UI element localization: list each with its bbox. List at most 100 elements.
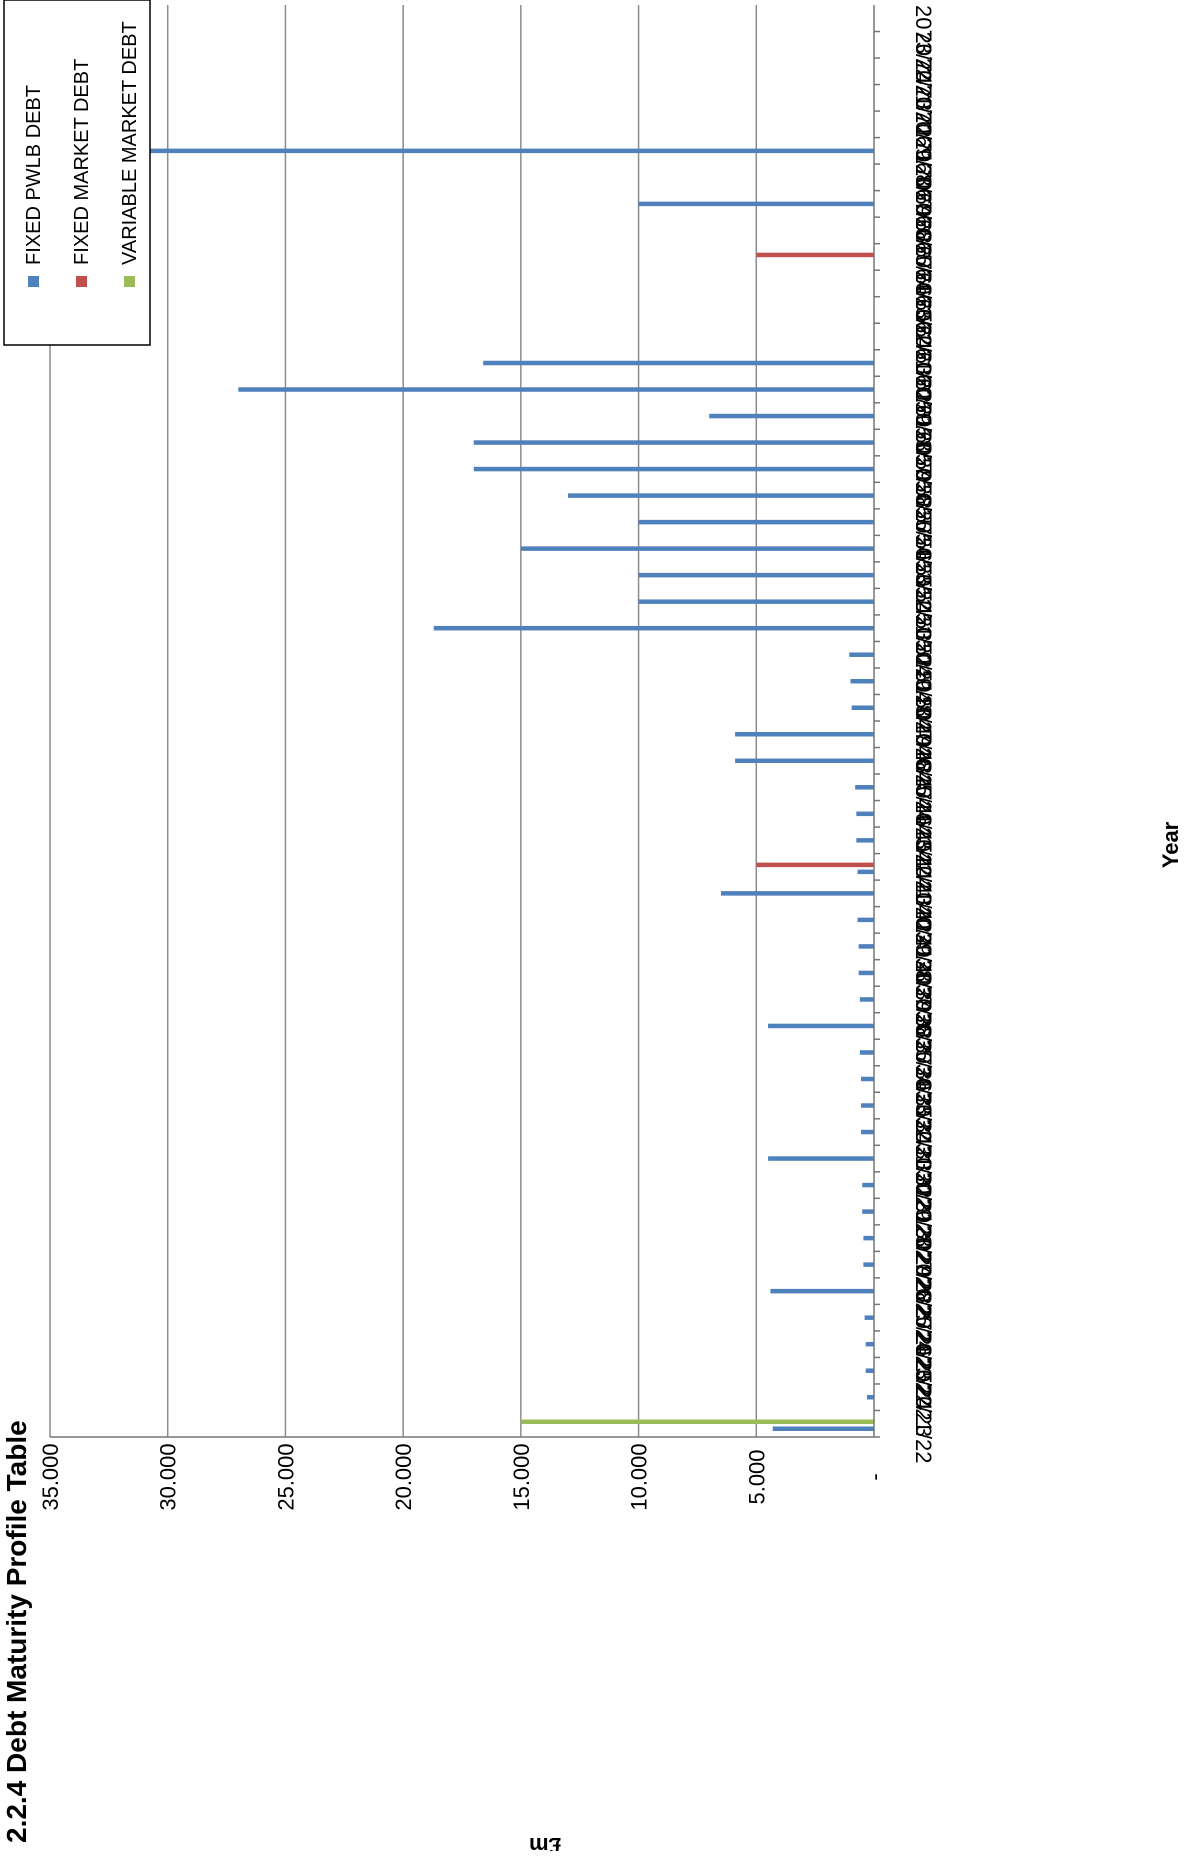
x-tick-label: 2060/61	[911, 350, 936, 430]
bar	[850, 678, 875, 684]
x-tick-label: 2038/39	[911, 933, 936, 1013]
axis-labels: - 5.000 10.000 15.000 20.000 25.000 30.000 35.0…	[38, 5, 936, 1511]
bar	[857, 917, 875, 923]
x-tick-label: 2036/37	[911, 986, 936, 1066]
x-tick-label: 2072/73	[911, 32, 936, 112]
x-tick-label: 2059/60	[911, 376, 936, 456]
bars	[144, 148, 875, 1431]
x-tick-label: 2070/71	[911, 85, 936, 165]
bar	[858, 970, 875, 976]
bar	[864, 1315, 875, 1320]
y-axis-title: £m	[529, 1833, 561, 1851]
bar	[865, 1368, 875, 1373]
bar	[638, 599, 874, 604]
y-tick-label: 15.000	[509, 1443, 534, 1510]
bar	[473, 440, 874, 445]
x-tick-label: 2061/62	[911, 323, 936, 403]
x-tick-label: 2069/70	[911, 111, 936, 191]
bar	[857, 869, 875, 875]
x-tick-label: 2073/74	[911, 5, 936, 85]
x-tick-label: 2040/41	[911, 880, 936, 960]
x-tick-label: 2066/67	[911, 191, 936, 271]
y-tick-label: 5.000	[744, 1449, 769, 1504]
x-tick-label: 2043/44	[911, 801, 936, 881]
bar	[473, 466, 874, 472]
x-tick-label: 2064/65	[911, 244, 936, 324]
bar	[861, 1103, 875, 1108]
bar	[520, 1419, 874, 1424]
x-tick-label: 2041/42	[911, 854, 936, 934]
bar	[768, 1156, 874, 1161]
bar	[520, 546, 874, 551]
bar	[720, 891, 874, 896]
y-tick-label: -	[862, 1473, 887, 1480]
bar	[756, 252, 874, 258]
x-tick-label: 2057/58	[911, 429, 936, 509]
legend-swatch	[124, 276, 135, 287]
y-tick-label: 30.000	[156, 1443, 181, 1510]
x-tick-label: 2052/53	[911, 562, 936, 642]
x-tick-label: 2039/40	[911, 907, 936, 987]
x-tick-label: 2030/31	[911, 1145, 936, 1225]
x-tick-label: 2046/47	[911, 721, 936, 801]
x-tick-label: 2029/30	[911, 1172, 936, 1252]
y-tick-label: 20.000	[391, 1443, 416, 1510]
bar	[861, 1076, 875, 1082]
bar	[865, 1341, 875, 1347]
bar	[144, 148, 874, 154]
x-tick-label: 2032/33	[911, 1092, 936, 1172]
x-tick-label: 2034/35	[911, 1039, 936, 1119]
legend-label: VARIABLE MARKET DEBT	[119, 21, 141, 265]
bar	[866, 1394, 874, 1400]
x-tick-label: 2053/54	[911, 535, 936, 615]
bar	[856, 838, 874, 843]
x-tick-label: 2021/22	[911, 1384, 936, 1464]
y-tick-label: 35.000	[38, 1443, 63, 1510]
x-tick-label: 2031/32	[911, 1119, 936, 1199]
bar	[735, 732, 875, 737]
bar	[638, 201, 874, 207]
gridlines	[49, 5, 758, 1437]
legend-label: FIXED PWLB DEBT	[23, 85, 45, 265]
bar	[567, 493, 874, 498]
x-tick-label: 2062/63	[911, 297, 936, 377]
bar	[735, 758, 875, 764]
bar	[863, 1262, 874, 1267]
legend-box	[3, 0, 151, 346]
x-tick-label: 2028/29	[911, 1198, 936, 1278]
x-tick-label: 2047/48	[911, 694, 936, 774]
legend: FIXED PWLB DEBT FIXED MARKET DEBT VARIABLE…	[3, 0, 151, 346]
x-tick-label: 2023/24	[911, 1331, 936, 1411]
legend-swatch	[76, 276, 87, 287]
bar	[851, 705, 874, 710]
chart-title: 2.2.4 Debt Maturity Profile Table	[1, 1420, 32, 1843]
x-tick-label: 2068/69	[911, 138, 936, 218]
x-axis-title: Year	[1158, 821, 1183, 868]
x-tick-label: 2050/51	[911, 615, 936, 695]
bar	[433, 625, 874, 631]
bar	[858, 944, 875, 949]
bar	[861, 1129, 875, 1135]
x-tick-label: 2055/56	[911, 482, 936, 562]
bar	[238, 387, 875, 392]
x-tick-label: 2025/26	[911, 1278, 936, 1358]
x-tick-label: 2035/36	[911, 1013, 936, 1093]
x-tick-label: 2045/46	[911, 748, 936, 828]
x-tick-label: 2022/23	[911, 1357, 936, 1437]
x-tick-label: 2037/38	[911, 960, 936, 1040]
x-tick-label: 2056/57	[911, 456, 936, 536]
bar	[849, 652, 875, 657]
bar	[483, 360, 874, 366]
x-tick-label: 2049/50	[911, 641, 936, 721]
legend-swatch	[28, 276, 39, 287]
x-tick-label: 2024/25	[911, 1304, 936, 1384]
x-tick-label: 2033/34	[911, 1066, 936, 1146]
bar	[856, 811, 874, 817]
bar	[863, 1235, 874, 1241]
bar	[862, 1182, 875, 1188]
bar	[756, 862, 874, 868]
bar	[638, 572, 874, 578]
y-tick-label: 10.000	[627, 1443, 652, 1510]
x-tick-label: 2027/28	[911, 1225, 936, 1305]
bar	[859, 1050, 874, 1055]
